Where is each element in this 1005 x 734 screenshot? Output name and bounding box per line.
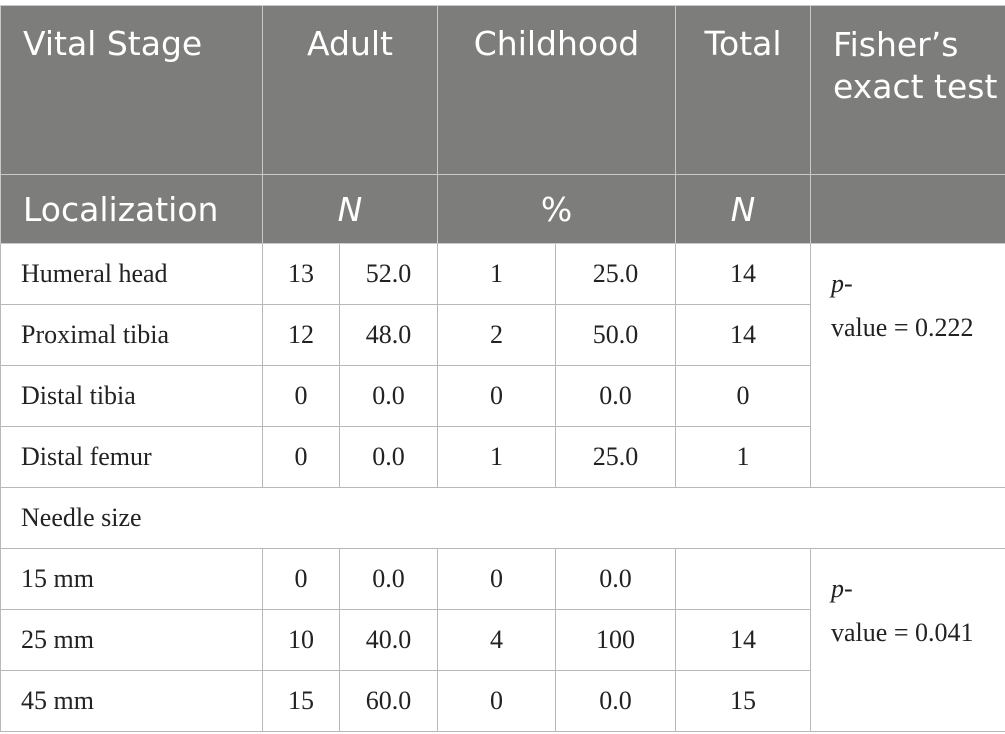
total-cell: 15: [675, 670, 812, 732]
header-total-n: N: [675, 174, 812, 244]
total-cell: 1: [675, 426, 812, 488]
total-cell: 14: [675, 609, 812, 671]
row-label: 45 mm: [0, 670, 263, 732]
row-label: Distal femur: [0, 426, 263, 488]
header-childhood: Childhood: [436, 5, 677, 175]
row-label: 15 mm: [0, 548, 263, 610]
results-table: Vital Stage Adult Childhood Total Fisher…: [0, 5, 1005, 732]
total-cell: 14: [675, 243, 812, 305]
adult-n-cell: 10: [262, 609, 340, 671]
needle-size-section-label: Needle size: [0, 487, 1005, 549]
needle-pvalue-cell: p- value = 0.041: [810, 548, 1005, 732]
row-label: Humeral head: [0, 243, 263, 305]
table-row: 15 mm 0 0.0 0 0.0 p- value = 0.041: [0, 548, 1005, 732]
child-pct-cell: 0.0: [554, 365, 677, 427]
table-row: Humeral head 13 52.0 1 25.0 14 p- value =…: [0, 243, 1005, 488]
child-n-cell: 2: [437, 304, 556, 366]
localization-pvalue-cell: p- value = 0.222: [810, 243, 1005, 488]
child-n-cell: 1: [437, 243, 556, 305]
child-pct-cell: 25.0: [554, 426, 677, 488]
child-n-cell: 0: [437, 548, 556, 610]
child-pct-cell: 50.0: [554, 304, 677, 366]
row-label: 25 mm: [0, 609, 263, 671]
row-label: Distal tibia: [0, 365, 263, 427]
adult-n-cell: 13: [262, 243, 340, 305]
child-pct-cell: 100: [554, 609, 677, 671]
child-pct-cell: 0.0: [554, 670, 677, 732]
pvalue-p-symbol: p: [831, 574, 845, 603]
adult-pct-cell: 60.0: [339, 670, 438, 732]
row-label: Proximal tibia: [0, 304, 263, 366]
adult-n-cell: 0: [262, 426, 340, 488]
table-row: Distal tibia 0 0.0 0 0.0 0: [0, 365, 1005, 427]
header-vital-stage: Vital Stage: [0, 5, 263, 175]
child-pct-cell: 0.0: [554, 548, 677, 610]
header-n: N: [262, 174, 438, 244]
total-cell: 0: [675, 365, 812, 427]
adult-n-cell: 0: [262, 365, 340, 427]
adult-n-cell: 15: [262, 670, 340, 732]
child-n-cell: 0: [437, 365, 556, 427]
adult-n-cell: 0: [262, 548, 340, 610]
child-n-cell: 4: [437, 609, 556, 671]
table-row: 45 mm 15 60.0 0 0.0 15: [0, 670, 1005, 732]
adult-pct-cell: 0.0: [339, 426, 438, 488]
pvalue-text: value = 0.041: [831, 618, 974, 647]
pvalue-text: value = 0.222: [831, 313, 974, 342]
table-row: 25 mm 10 40.0 4 100 14: [0, 609, 1005, 671]
pvalue-p-symbol: p: [831, 269, 845, 298]
adult-n-cell: 12: [262, 304, 340, 366]
section-row: Needle size: [0, 487, 1005, 549]
total-cell: [675, 548, 812, 610]
child-n-cell: 1: [437, 426, 556, 488]
child-n-cell: 0: [437, 670, 556, 732]
child-pct-cell: 25.0: [554, 243, 677, 305]
adult-pct-cell: 52.0: [339, 243, 438, 305]
pvalue-dash: -: [844, 574, 853, 603]
header-adult: Adult: [262, 5, 438, 175]
total-cell: 14: [675, 304, 812, 366]
header-empty-cell: [810, 174, 1005, 244]
header-fisher-test: Fisher’s exact test: [810, 5, 1005, 175]
header-localization: Localization: [0, 174, 263, 244]
header-row-1: Vital Stage Adult Childhood Total Fisher…: [0, 5, 1005, 175]
adult-pct-cell: 0.0: [339, 365, 438, 427]
adult-pct-cell: 48.0: [339, 304, 438, 366]
header-percent: %: [436, 174, 677, 244]
header-total: Total: [675, 5, 812, 175]
adult-pct-cell: 0.0: [339, 548, 438, 610]
header-row-2: Localization N % N: [0, 174, 1005, 244]
pvalue-dash: -: [844, 269, 853, 298]
adult-pct-cell: 40.0: [339, 609, 438, 671]
